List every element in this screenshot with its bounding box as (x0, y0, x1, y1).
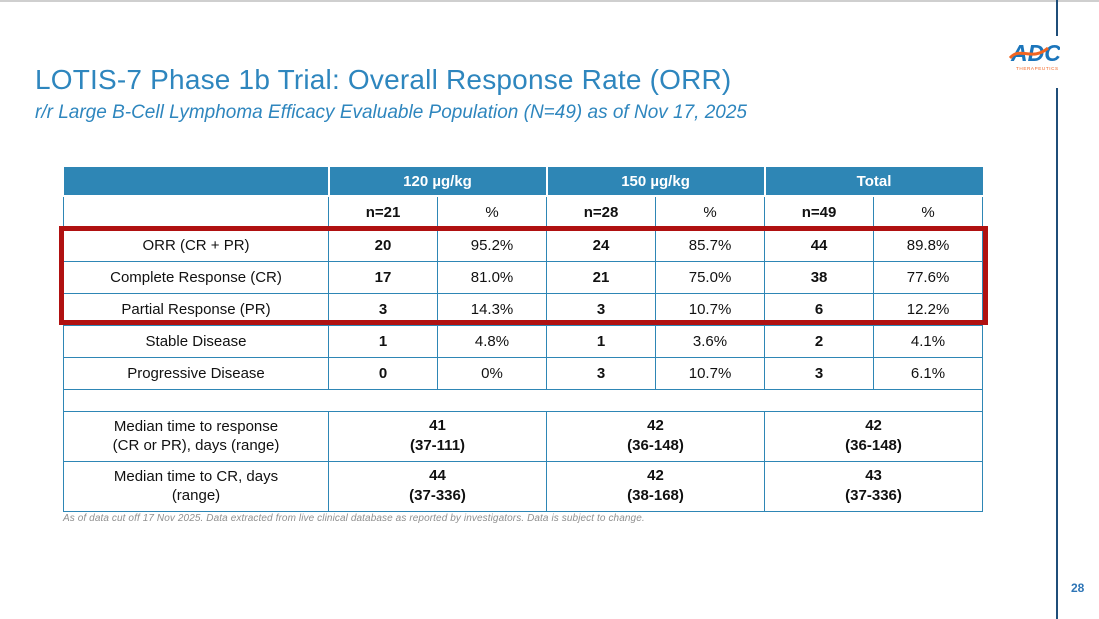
top-divider (0, 0, 1099, 2)
median-value: 42 (647, 416, 664, 434)
svg-text:THERAPEUTICS: THERAPEUTICS (1016, 66, 1059, 71)
table-cell: 1 (546, 324, 657, 358)
subheader-empty-cell (63, 195, 329, 230)
median-value: 43 (865, 466, 882, 484)
table-row-progressive-disease: Progressive Disease 0 0% 3 10.7% 3 6.1% (63, 356, 984, 390)
median-range: (38-168) (627, 487, 684, 504)
table-row-median-time-to-response: Median time to response (CR or PR), days… (63, 410, 984, 462)
subheader-n21: n=21 (328, 195, 438, 230)
table-cell: 12.2% (873, 292, 984, 326)
table-cell: 21 (546, 260, 657, 294)
row-label-line1: Median time to CR, days (113, 467, 279, 485)
table-cell: 42 (36-148) (764, 410, 984, 462)
header-empty-cell (63, 167, 329, 197)
table-cell: 4.8% (436, 324, 548, 358)
table-cell: 0% (436, 356, 548, 390)
subheader-pct-1: % (436, 195, 548, 230)
table-header-row: 120 µg/kg 150 µg/kg Total (63, 167, 983, 197)
table-cell: 3.6% (655, 324, 766, 358)
table-cell: 77.6% (873, 260, 984, 294)
median-value: 42 (647, 466, 664, 484)
table-cell: 4.1% (873, 324, 984, 358)
data-cutoff-footnote: As of data cut off 17 Nov 2025. Data ext… (63, 513, 645, 524)
row-label: Partial Response (PR) (63, 292, 329, 326)
page-number: 28 (1071, 581, 1085, 595)
spacer-cell (62, 389, 984, 411)
table-row-orr: ORR (CR + PR) 20 95.2% 24 85.7% 44 89.8% (63, 228, 984, 262)
table-cell: 0 (328, 356, 438, 390)
page-subtitle: r/r Large B-Cell Lymphoma Efficacy Evalu… (35, 102, 747, 123)
median-range: (36-148) (627, 437, 684, 454)
right-vertical-rule-top (1056, 0, 1058, 36)
table-cell: 43 (37-336) (764, 460, 984, 512)
median-range: (36-148) (845, 437, 902, 454)
table-cell: 14.3% (436, 292, 548, 326)
header-dose-120: 120 µg/kg (327, 167, 547, 197)
subheader-n28: n=28 (546, 195, 657, 230)
table-row-stable-disease: Stable Disease 1 4.8% 1 3.6% 2 4.1% (63, 324, 984, 358)
row-label: Median time to CR, days (range) (63, 460, 329, 512)
table-cell: 1 (328, 324, 438, 358)
table-cell: 6.1% (873, 356, 984, 390)
row-label: Complete Response (CR) (63, 260, 329, 294)
table-cell: 2 (764, 324, 875, 358)
row-label: Median time to response (CR or PR), days… (63, 410, 329, 462)
table-cell: 3 (546, 356, 657, 390)
orr-results-table: 120 µg/kg 150 µg/kg Total n=21 % n=28 % … (62, 167, 984, 512)
table-subheader-row: n=21 % n=28 % n=49 % (63, 195, 984, 230)
subheader-n49: n=49 (764, 195, 875, 230)
table-cell: 10.7% (655, 292, 766, 326)
adc-logo-icon: ADC THERAPEUTICS (1008, 40, 1060, 71)
table-cell: 44 (764, 228, 875, 262)
table-cell: 89.8% (873, 228, 984, 262)
table-cell: 3 (546, 292, 657, 326)
table-cell: 95.2% (436, 228, 548, 262)
table-cell: 17 (328, 260, 438, 294)
table-cell: 6 (764, 292, 875, 326)
row-label-line2: (range) (171, 487, 221, 504)
row-label-line1: Median time to response (113, 417, 279, 435)
median-range: (37-111) (409, 437, 466, 454)
table-row-median-time-to-cr: Median time to CR, days (range) 44 (37-3… (63, 460, 984, 512)
subheader-pct-3: % (873, 195, 984, 230)
table-cell: 81.0% (436, 260, 548, 294)
table-cell: 3 (764, 356, 875, 390)
table-cell: 42 (38-168) (546, 460, 766, 512)
table-cell: 3 (328, 292, 438, 326)
table-cell: 20 (328, 228, 438, 262)
row-label: ORR (CR + PR) (63, 228, 329, 262)
subheader-pct-2: % (655, 195, 766, 230)
header-total: Total (763, 167, 983, 197)
table-row-complete-response: Complete Response (CR) 17 81.0% 21 75.0%… (63, 260, 984, 294)
median-value: 42 (865, 416, 882, 434)
median-value: 44 (429, 466, 446, 484)
table-cell: 41 (37-111) (327, 410, 548, 462)
page-title: LOTIS-7 Phase 1b Trial: Overall Response… (35, 64, 732, 95)
median-range: (37-336) (845, 487, 902, 504)
median-range: (37-336) (409, 487, 466, 504)
row-label: Stable Disease (63, 324, 329, 358)
row-label: Progressive Disease (63, 356, 329, 390)
row-label-line2: (CR or PR), days (range) (112, 437, 280, 454)
table-cell: 44 (37-336) (327, 460, 548, 512)
right-vertical-rule-bottom (1056, 88, 1058, 619)
title-block: LOTIS-7 Phase 1b Trial: Overall Response… (35, 64, 747, 124)
table-cell: 10.7% (655, 356, 766, 390)
table-cell: 75.0% (655, 260, 766, 294)
table-row-partial-response: Partial Response (PR) 3 14.3% 3 10.7% 6 … (63, 292, 984, 326)
table-cell: 38 (764, 260, 875, 294)
table-cell: 85.7% (655, 228, 766, 262)
median-value: 41 (429, 416, 446, 434)
adc-therapeutics-logo: ADC THERAPEUTICS (1008, 36, 1060, 80)
table-spacer-row (62, 389, 984, 411)
header-dose-150: 150 µg/kg (545, 167, 765, 197)
table-cell: 42 (36-148) (546, 410, 766, 462)
table-cell: 24 (546, 228, 657, 262)
